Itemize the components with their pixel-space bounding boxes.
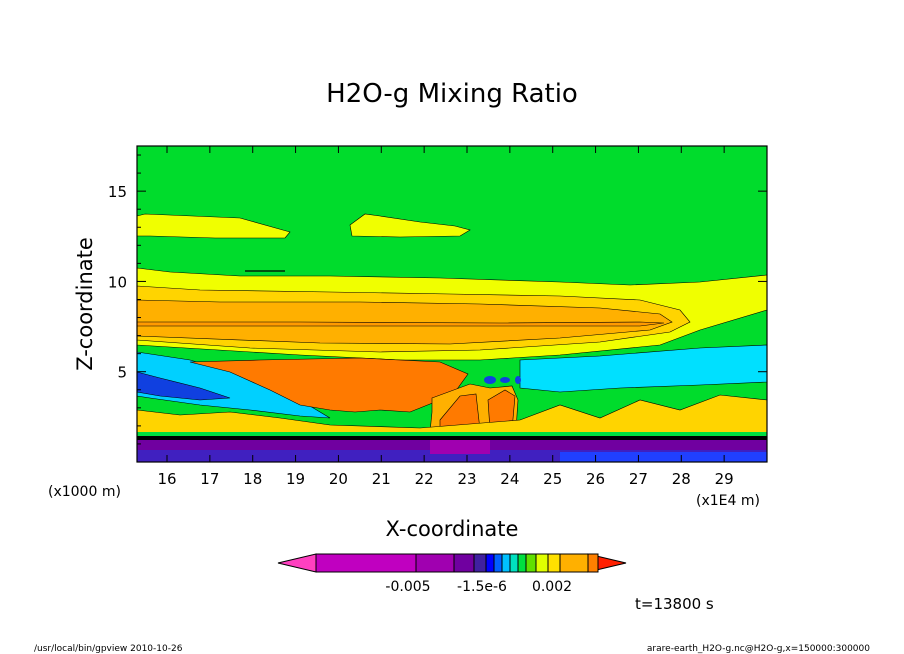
x-unit-right-label: (x1E4 m) bbox=[696, 493, 760, 509]
plot-area bbox=[136, 146, 768, 462]
colorbar-cell-4 bbox=[485, 553, 495, 573]
x-tick-label-4: 20 bbox=[329, 470, 348, 488]
footer-right: arare-earth_H2O-g.nc@H2O-g,x=150000:3000… bbox=[647, 644, 870, 654]
y-tick-label-2: 15 bbox=[108, 183, 127, 201]
colorbar-cell-10 bbox=[535, 553, 549, 573]
x-tick-label-5: 21 bbox=[372, 470, 391, 488]
chart-title: H2O-g Mixing Ratio bbox=[326, 79, 578, 109]
x-tick-label-11: 27 bbox=[629, 470, 648, 488]
x-tick-label-1: 17 bbox=[200, 470, 219, 488]
x-unit-left-label: (x1000 m) bbox=[48, 484, 121, 500]
colorbar-cell-7 bbox=[509, 553, 519, 573]
colorbar-cell-8 bbox=[517, 553, 527, 573]
x-tick-label-12: 28 bbox=[672, 470, 691, 488]
colorbar-underflow bbox=[277, 553, 317, 573]
x-tick-label-13: 29 bbox=[715, 470, 734, 488]
x-tick-label-7: 23 bbox=[457, 470, 476, 488]
x-tick-label-8: 24 bbox=[500, 470, 519, 488]
y-tick-label-0: 5 bbox=[117, 364, 127, 382]
colorbar-cell-13 bbox=[587, 553, 599, 573]
colorbar-label-1: -0.005 bbox=[385, 579, 430, 595]
colorbar-cell-1 bbox=[415, 553, 455, 573]
colorbar-cell-9 bbox=[525, 553, 537, 573]
y-axis: 5 10 15 bbox=[108, 154, 767, 445]
y-axis-title: Z-coordinate bbox=[73, 237, 97, 371]
colorbar-cell-12 bbox=[559, 553, 589, 573]
x-axis: 16 17 18 19 20 21 22 23 24 25 26 27 28 29 bbox=[157, 146, 734, 488]
x-tick-label-6: 22 bbox=[415, 470, 434, 488]
x-tick-label-10: 26 bbox=[586, 470, 605, 488]
time-label: t=13800 s bbox=[635, 595, 714, 613]
colorbar bbox=[277, 553, 627, 573]
colorbar-label-2: -1.5e-6 bbox=[457, 579, 507, 595]
colorbar-cell-2 bbox=[453, 553, 475, 573]
colorbar-cell-3 bbox=[473, 553, 487, 573]
colorbar-cell-11 bbox=[547, 553, 561, 573]
colorbar-cell-0 bbox=[315, 553, 417, 573]
colorbar-label-3: 0.002 bbox=[532, 579, 572, 595]
colorbar-cell-5 bbox=[493, 553, 503, 573]
x-tick-label-3: 19 bbox=[286, 470, 305, 488]
y-tick-label-1: 10 bbox=[108, 273, 127, 291]
x-tick-label-2: 18 bbox=[243, 470, 262, 488]
plot-frame bbox=[136, 145, 768, 463]
x-axis-title: X-coordinate bbox=[386, 517, 519, 541]
x-tick-label-0: 16 bbox=[157, 470, 176, 488]
x-tick-label-9: 25 bbox=[543, 470, 562, 488]
colorbar-cell-6 bbox=[501, 553, 511, 573]
footer-left: /usr/local/bin/gpview 2010-10-26 bbox=[34, 644, 183, 654]
